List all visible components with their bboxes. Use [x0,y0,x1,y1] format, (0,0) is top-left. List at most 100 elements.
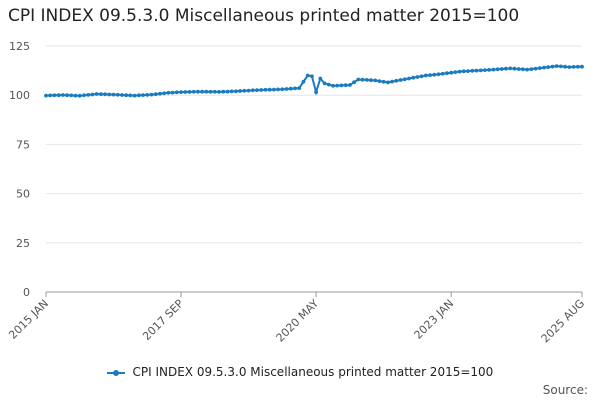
data-point [250,88,255,93]
data-point [293,86,297,91]
legend[interactable]: CPI INDEX 09.5.3.0 Miscellaneous printed… [0,365,600,379]
data-point [390,79,394,84]
data-point [521,67,525,72]
data-point [356,77,361,82]
data-point [440,71,445,76]
y-tick-label: 125 [9,40,30,53]
data-point [141,93,146,97]
grid-layer [46,45,582,293]
data-point [103,92,107,97]
data-point [466,69,470,73]
data-point [436,72,441,77]
data-point [512,66,517,71]
data-point [381,79,386,84]
data-point [48,93,53,98]
data-point [158,91,162,96]
data-point [343,83,348,88]
data-point [179,90,184,94]
data-point [495,67,500,72]
source-label: Source: [542,383,588,397]
data-point [407,76,411,81]
y-tick-label: 0 [23,286,30,299]
data-point [432,72,437,77]
data-point [212,89,217,94]
x-tick-label: 2015 JAN [6,297,51,342]
data-point [563,64,567,69]
data-point [221,89,226,94]
data-point [537,66,542,70]
data-point [314,90,318,95]
data-point [52,93,57,98]
data-point [310,74,314,79]
data-point [166,90,171,95]
data-point [229,89,234,94]
data-point [318,76,323,81]
data-point [263,87,268,92]
data-point [200,89,205,94]
x-tick-label: 2023 JAN [412,297,457,342]
data-point [204,89,209,94]
data-point [419,74,424,79]
data-point [44,93,48,98]
data-point [369,78,373,83]
data-point [445,71,449,76]
data-point [77,93,82,98]
data-point [280,87,285,92]
data-point [364,78,369,82]
data-point [470,68,475,73]
data-point [288,86,293,91]
data-point [187,90,192,94]
data-point [255,88,259,92]
data-point [415,75,420,79]
data-point [90,92,95,97]
data-point [386,80,390,85]
data-point [504,66,508,71]
chart-title: CPI INDEX 09.5.3.0 Miscellaneous printed… [8,6,520,26]
data-point [423,73,428,78]
x-tick-label: 2025 AUG [539,297,588,346]
data-point [225,89,230,94]
data-point [411,75,416,80]
data-point [120,93,124,97]
data-point [86,93,91,97]
data-point [335,83,340,88]
data-point [457,69,462,74]
data-point [297,86,302,90]
data-point [428,73,432,77]
data-point [516,67,521,71]
data-point [559,64,563,69]
data-point [272,87,276,92]
data-point [111,92,116,97]
data-point [483,68,487,72]
data-point [377,79,382,83]
data-point [242,88,247,93]
data-point [499,67,504,71]
y-tick-label: 25 [16,237,30,250]
legend-label: CPI INDEX 09.5.3.0 Miscellaneous printed… [132,365,494,379]
data-point [208,89,213,94]
data-point [149,92,154,97]
data-point [550,64,555,69]
data-point [234,89,238,94]
data-point [132,93,137,98]
data-point [128,93,133,98]
data-point [533,66,538,71]
data-point [525,67,529,72]
data-point [326,82,331,87]
data-point [162,91,167,96]
data-point [259,88,264,92]
data-point [69,93,74,98]
data-point [453,70,458,74]
data-point [238,89,243,93]
data-point [567,65,572,69]
data-point [529,67,534,71]
data-point [305,73,310,78]
data-point [508,66,513,71]
data-point [183,90,188,94]
data-point [94,92,99,96]
x-tick-label: 2017 SEP [140,297,186,343]
data-point [474,68,479,73]
data-point [360,77,365,82]
data-point [115,92,120,97]
